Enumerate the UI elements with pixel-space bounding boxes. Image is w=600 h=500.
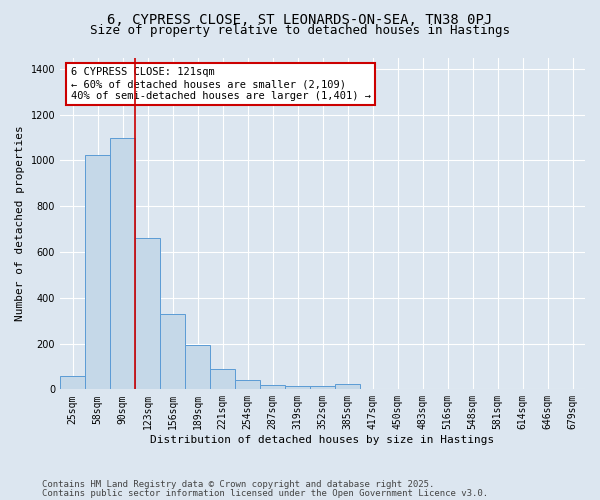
Text: 6 CYPRESS CLOSE: 121sqm
← 60% of detached houses are smaller (2,109)
40% of semi: 6 CYPRESS CLOSE: 121sqm ← 60% of detache…: [71, 68, 371, 100]
X-axis label: Distribution of detached houses by size in Hastings: Distribution of detached houses by size …: [151, 435, 494, 445]
Bar: [285, 386, 310, 390]
Y-axis label: Number of detached properties: Number of detached properties: [15, 126, 25, 322]
Text: Size of property relative to detached houses in Hastings: Size of property relative to detached ho…: [90, 24, 510, 37]
Text: Contains public sector information licensed under the Open Government Licence v3: Contains public sector information licen…: [42, 489, 488, 498]
Bar: [85, 155, 110, 390]
Bar: [160, 314, 185, 390]
Bar: [260, 385, 285, 390]
Bar: [210, 368, 235, 390]
Bar: [185, 344, 210, 390]
Text: 6, CYPRESS CLOSE, ST LEONARDS-ON-SEA, TN38 0PJ: 6, CYPRESS CLOSE, ST LEONARDS-ON-SEA, TN…: [107, 12, 493, 26]
Bar: [135, 238, 160, 390]
Bar: [110, 138, 135, 390]
Bar: [235, 380, 260, 390]
Bar: [60, 376, 85, 390]
Bar: [310, 386, 335, 390]
Text: Contains HM Land Registry data © Crown copyright and database right 2025.: Contains HM Land Registry data © Crown c…: [42, 480, 434, 489]
Bar: [335, 384, 360, 390]
